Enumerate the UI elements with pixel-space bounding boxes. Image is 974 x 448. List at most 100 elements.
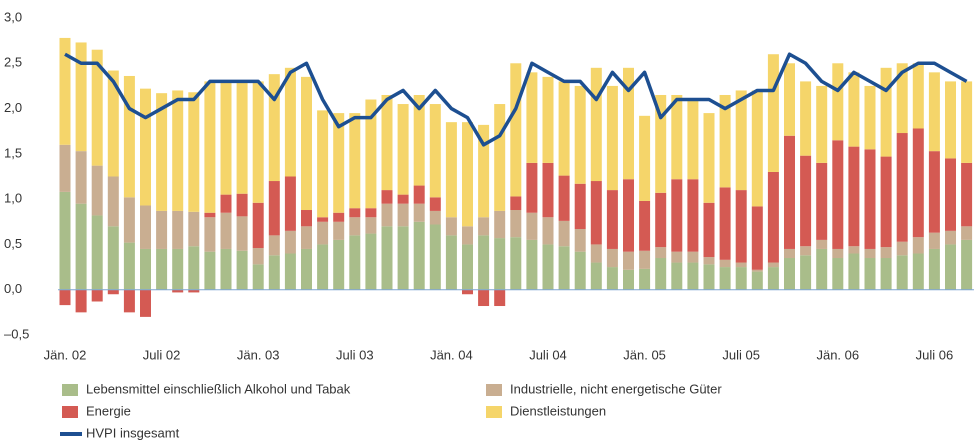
bar-segment <box>381 190 393 204</box>
bar-segment <box>188 289 200 293</box>
bar-segment <box>816 248 828 290</box>
bar-segment <box>590 181 602 245</box>
legend-swatch <box>62 406 78 418</box>
bar-segment <box>381 203 393 227</box>
bar-segment <box>912 237 924 254</box>
bar-segment <box>204 81 216 213</box>
bar-segment <box>284 253 296 290</box>
bar-segment <box>252 264 264 290</box>
bar-segment <box>59 37 71 145</box>
bar-segment <box>655 94 667 193</box>
bar-segment <box>510 63 522 197</box>
bar-segment <box>252 202 264 249</box>
bar-segment <box>462 289 473 295</box>
legend-label: Industrielle, nicht energetische Güter <box>510 381 722 396</box>
x-tick-label: Juli 02 <box>143 347 181 362</box>
y-tick-label: 1,0 <box>4 191 22 206</box>
bar-segment <box>510 196 522 211</box>
bar-segment <box>590 262 602 290</box>
bar-segment <box>91 165 103 216</box>
bar-segment <box>623 67 634 180</box>
bar-segment <box>188 246 200 290</box>
bar-segment <box>542 217 554 245</box>
bar-segment <box>140 88 151 206</box>
bar-segment <box>268 255 280 290</box>
bar-segment <box>623 269 634 290</box>
bar-segment <box>574 85 586 184</box>
bar-segment <box>671 262 683 290</box>
bar-segment <box>800 246 812 256</box>
bar-segment <box>558 246 570 290</box>
bar-segment <box>703 264 715 290</box>
bar-segment <box>558 175 570 221</box>
bar-segment <box>687 262 699 290</box>
bar-segment <box>784 258 795 290</box>
bar-segment <box>767 262 779 268</box>
bar-segment <box>123 289 135 313</box>
bar-segment <box>478 217 490 236</box>
x-tick-label: Juli 04 <box>529 347 567 362</box>
bar-segment <box>735 90 747 191</box>
bar-segment <box>381 94 393 191</box>
bar-segment <box>349 235 361 290</box>
bar-segment <box>75 42 87 152</box>
bar-segment <box>429 104 441 198</box>
bar-segment <box>462 122 473 227</box>
bar-segment <box>284 230 296 254</box>
bar-segment <box>349 217 361 236</box>
bar-segment <box>156 93 168 211</box>
bar-segment <box>413 185 425 204</box>
bar-segment <box>767 54 779 172</box>
bar-segment <box>784 63 795 136</box>
bar-segment <box>880 156 892 248</box>
bar-segment <box>800 155 812 247</box>
bar-segment <box>220 194 232 213</box>
bar-segment <box>912 253 924 290</box>
bar-segment <box>671 94 683 180</box>
x-tick-label: Jän. 02 <box>44 347 87 362</box>
bar-segment <box>928 232 940 249</box>
bar-segment <box>333 212 345 222</box>
bar-segment <box>156 248 168 290</box>
bar-segment <box>816 85 828 163</box>
bar-segment <box>606 85 618 191</box>
bar-segment <box>494 210 506 239</box>
bar-segment <box>75 289 87 313</box>
bar-segment <box>91 49 103 166</box>
bar-segment <box>945 244 956 290</box>
bar-segment <box>252 248 264 265</box>
bar-segment <box>880 67 892 157</box>
x-tick-label: Jän. 04 <box>430 347 473 362</box>
bar-segment <box>574 183 586 230</box>
bar-segment <box>784 135 795 249</box>
bar-segment <box>574 251 586 290</box>
bar-segment <box>268 181 280 236</box>
bar-segment <box>462 226 473 245</box>
bar-segment <box>912 128 924 238</box>
bar-segment <box>204 251 216 290</box>
bar-segment <box>848 146 860 247</box>
bar-segment <box>381 226 393 290</box>
bar-segment <box>252 81 264 203</box>
bar-segment <box>864 85 876 150</box>
bar-segment <box>735 267 747 290</box>
bar-segment <box>961 162 973 227</box>
bar-segment <box>671 179 683 252</box>
bar-segment <box>91 215 103 290</box>
bar-segment <box>107 226 119 290</box>
bar-segment <box>91 289 103 302</box>
bar-segment <box>510 237 522 290</box>
bar-segment <box>172 90 184 211</box>
bar-segment <box>220 248 232 290</box>
line-series <box>64 52 968 147</box>
bar-segment <box>735 262 747 268</box>
bar-segment <box>719 259 731 268</box>
bar-segment <box>317 221 329 245</box>
bar-segment <box>719 187 731 260</box>
bar-segment <box>107 289 119 295</box>
bar-segment <box>687 179 699 252</box>
bar-segment <box>526 212 538 240</box>
bar-segment <box>301 248 312 290</box>
bar-segment <box>349 113 361 209</box>
